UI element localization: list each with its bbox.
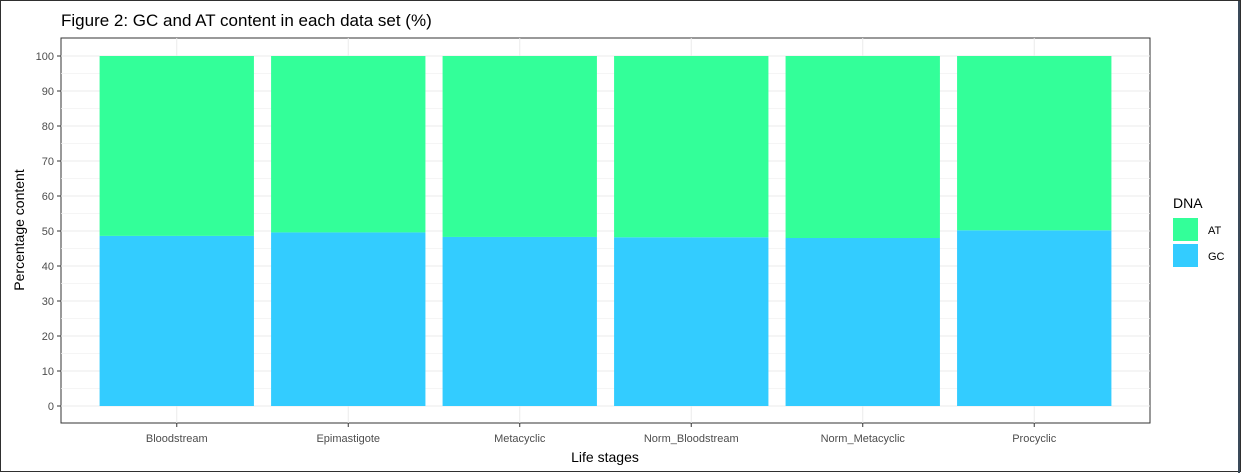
legend-title: DNA (1173, 195, 1203, 211)
y-tick-label: 60 (42, 191, 54, 203)
y-tick-label: 0 (48, 401, 54, 413)
x-axis: Bloodstream Epimastigote Metacyclic Norm_Bl… (146, 423, 1057, 445)
bar-gc-metacyclic (442, 236, 597, 406)
bar-gc-procyclic (957, 230, 1112, 406)
y-tick-label: 30 (42, 296, 54, 308)
y-tick-label: 100 (36, 51, 54, 63)
x-tick-label: Metacyclic (494, 433, 546, 445)
y-tick-label: 10 (42, 366, 54, 378)
bar-gc-norm_metacyclic (785, 238, 940, 406)
y-axis-title: Percentage content (11, 169, 27, 291)
legend-swatch-gc (1173, 244, 1198, 267)
y-tick-label: 20 (42, 331, 54, 343)
y-tick-label: 70 (42, 156, 54, 168)
y-tick-label: 40 (42, 261, 54, 273)
x-axis-title: Life stages (571, 449, 639, 465)
bar-at-norm_bloodstream (614, 56, 769, 238)
legend-label-at: AT (1208, 225, 1222, 237)
chart-title: Figure 2: GC and AT content in each data… (61, 11, 432, 30)
bar-at-epimastigote (271, 56, 426, 233)
bar-at-procyclic (957, 56, 1112, 231)
x-tick-label: Bloodstream (146, 433, 208, 445)
y-tick-label: 80 (42, 121, 54, 133)
bar-at-bloodstream (99, 56, 254, 236)
window-edge (1238, 1, 1240, 473)
legend: DNA AT GC (1173, 195, 1225, 267)
y-tick-label: 90 (42, 86, 54, 98)
x-tick-label: Procyclic (1012, 433, 1057, 445)
x-tick-label: Norm_Bloodstream (644, 433, 739, 445)
bar-gc-bloodstream (99, 235, 254, 406)
legend-swatch-at (1173, 218, 1198, 241)
bar-at-metacyclic (442, 56, 597, 237)
y-tick-label: 50 (42, 226, 54, 238)
y-axis: 0 10 20 30 40 50 60 70 80 90 100 (36, 51, 61, 413)
bars (99, 56, 1112, 406)
bar-at-norm_metacyclic (785, 56, 940, 238)
x-tick-label: Norm_Metacyclic (821, 433, 906, 445)
bar-gc-epimastigote (271, 232, 426, 406)
legend-label-gc: GC (1208, 251, 1225, 263)
x-tick-label: Epimastigote (316, 433, 380, 445)
bar-gc-norm_bloodstream (614, 237, 769, 406)
